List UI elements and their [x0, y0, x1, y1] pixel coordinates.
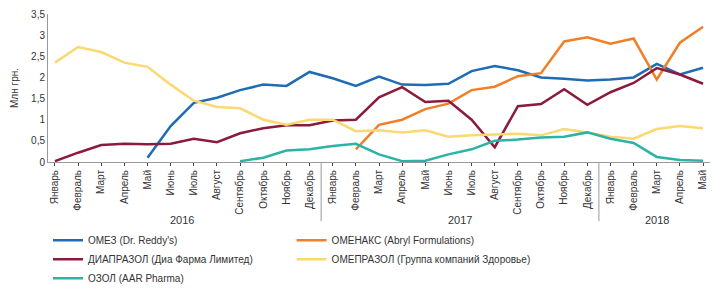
- svg-text:Сентябрь: Сентябрь: [234, 170, 245, 215]
- svg-text:3,5: 3,5: [31, 9, 45, 20]
- svg-text:ОМЕПРАЗОЛ (Группа компаний Здо: ОМЕПРАЗОЛ (Группа компаний Здоровье): [332, 254, 531, 265]
- svg-text:Октябрь: Октябрь: [535, 170, 546, 209]
- svg-text:Май: Май: [142, 170, 153, 190]
- svg-text:2018: 2018: [645, 214, 669, 226]
- svg-text:Апрель: Апрель: [119, 170, 130, 204]
- svg-text:Апрель: Апрель: [674, 170, 685, 204]
- svg-text:ДИАПРАЗОЛ (Диа Фарма Лимитед): ДИАПРАЗОЛ (Диа Фарма Лимитед): [88, 254, 253, 265]
- svg-text:Февраль: Февраль: [350, 170, 361, 211]
- svg-text:Млн грн.: Млн грн.: [9, 68, 20, 108]
- svg-text:Январь: Январь: [49, 170, 60, 204]
- svg-text:Январь: Январь: [605, 170, 616, 204]
- svg-text:2016: 2016: [170, 214, 194, 226]
- svg-text:Февраль: Февраль: [72, 170, 83, 211]
- svg-text:Январь: Январь: [327, 170, 338, 204]
- svg-text:Август: Август: [489, 170, 500, 201]
- svg-text:Апрель: Апрель: [396, 170, 407, 204]
- svg-text:2: 2: [39, 72, 45, 83]
- svg-text:Май: Май: [697, 170, 708, 190]
- svg-text:Ноябрь: Ноябрь: [281, 170, 292, 205]
- svg-text:Октябрь: Октябрь: [258, 170, 269, 209]
- svg-text:ОМЕЗ (Dr. Reddy's): ОМЕЗ (Dr. Reddy's): [88, 235, 177, 246]
- svg-text:Сентябрь: Сентябрь: [512, 170, 523, 215]
- svg-text:0: 0: [39, 157, 45, 168]
- svg-text:Июнь: Июнь: [165, 170, 176, 195]
- svg-text:2017: 2017: [448, 214, 472, 226]
- svg-text:Март: Март: [95, 170, 106, 194]
- svg-text:Март: Март: [651, 170, 662, 194]
- svg-text:Июль: Июль: [188, 170, 199, 196]
- svg-text:Март: Март: [373, 170, 384, 194]
- svg-text:Август: Август: [211, 170, 222, 201]
- svg-text:ОЗОЛ (AAR Pharma): ОЗОЛ (AAR Pharma): [88, 273, 184, 284]
- svg-text:Декабрь: Декабрь: [304, 170, 315, 209]
- svg-text:3: 3: [39, 30, 45, 41]
- svg-text:0,5: 0,5: [31, 135, 45, 146]
- svg-text:Июль: Июль: [466, 170, 477, 196]
- svg-text:1,5: 1,5: [31, 93, 45, 104]
- svg-text:Ноябрь: Ноябрь: [558, 170, 569, 205]
- svg-text:Июнь: Июнь: [443, 170, 454, 195]
- svg-text:Февраль: Февраль: [628, 170, 639, 211]
- svg-text:Декабрь: Декабрь: [582, 170, 593, 209]
- svg-text:Май: Май: [420, 170, 431, 190]
- svg-text:ОМЕНАКС (Abryl Formulations): ОМЕНАКС (Abryl Formulations): [332, 235, 474, 246]
- svg-text:1: 1: [39, 114, 45, 125]
- svg-text:2,5: 2,5: [31, 51, 45, 62]
